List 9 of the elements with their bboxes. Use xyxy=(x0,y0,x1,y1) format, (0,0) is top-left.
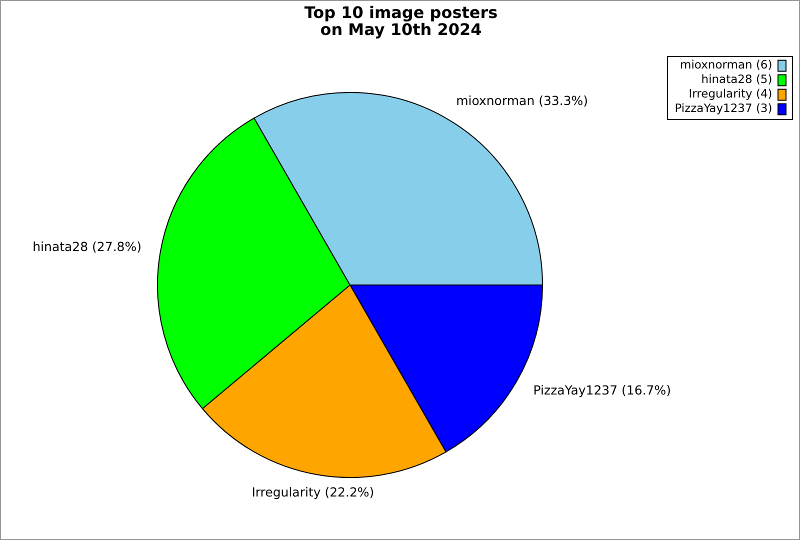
legend-label: Irregularity (4) xyxy=(688,86,772,101)
legend-label: PizzaYay1237 (3) xyxy=(674,101,772,116)
chart-title: Top 10 image posters on May 10th 2024 xyxy=(304,3,498,39)
data-label: Irregularity (22.2%) xyxy=(252,484,374,500)
data-label: PizzaYay1237 (16.7%) xyxy=(533,382,672,398)
legend-label: mioxnorman (6) xyxy=(680,58,772,72)
data-label: hinata28 (27.8%) xyxy=(32,239,142,254)
data-label: mioxnorman (33.3%) xyxy=(456,92,588,108)
legend-label: hinata28 (5) xyxy=(701,72,772,86)
